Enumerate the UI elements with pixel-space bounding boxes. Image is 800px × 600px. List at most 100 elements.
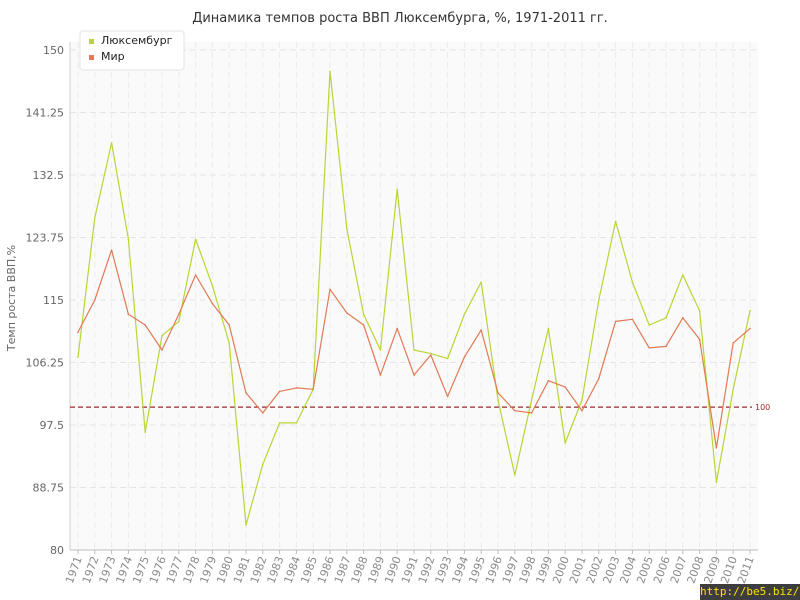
data-point [480,281,483,283]
data-point [161,334,163,337]
data-point [178,320,180,323]
legend: Люксембург Мир [79,30,185,71]
data-point [715,447,718,449]
data-point [94,299,96,301]
data-point [648,324,650,326]
data-point [346,227,348,230]
data-point [362,324,365,326]
data-point [749,327,751,330]
y-tick-label: 150 [43,44,64,57]
data-point [564,442,566,444]
data-point [295,422,298,424]
data-point [530,412,533,414]
series-group [77,70,751,526]
data-point [161,349,163,351]
data-point [631,281,634,283]
data-point [698,309,701,312]
data-point [581,409,583,412]
data-point [77,356,79,358]
data-point [396,327,399,330]
data-point [514,409,516,412]
data-point [749,309,751,312]
data-point [329,288,331,291]
y-tick-label: 97.5 [40,419,65,432]
data-point [514,474,516,476]
data-point [178,313,180,316]
data-point [245,392,247,394]
data-point [530,399,533,401]
data-point [463,313,466,316]
data-point [682,274,684,276]
data-point [614,320,617,323]
data-point [480,329,483,331]
y-tick-label: 106.25 [26,357,65,370]
data-point [312,388,315,391]
data-point [598,377,600,380]
data-point [110,142,113,144]
data-point [194,238,197,241]
data-point [228,342,230,344]
data-point [262,412,264,414]
data-point [581,399,583,401]
data-point [463,356,466,358]
reference-line-group: 100 [70,403,770,412]
data-point [732,388,734,391]
data-point [362,313,365,316]
data-point [413,374,415,376]
data-point [379,349,382,351]
data-point [497,399,499,401]
data-point [396,188,399,191]
reference-line-label: 100 [755,403,770,412]
data-point [547,327,550,330]
data-point [329,70,331,73]
chart-title: Динамика темпов роста ВВП Люксембурга, %… [192,11,608,26]
data-point [614,220,617,223]
legend-label: Люксембург [101,34,173,47]
data-point [564,386,566,388]
data-point [682,317,684,319]
legend-swatch [89,39,94,44]
data-point [631,318,634,321]
data-point [732,342,734,344]
data-point [715,481,718,483]
data-point [665,317,667,319]
data-point [278,390,281,393]
legend-swatch [89,55,94,60]
data-point [127,238,130,241]
data-point [698,338,701,341]
data-point [127,313,130,316]
data-point [110,249,113,251]
data-point [144,324,146,326]
x-axis-ticks: 1971197219731974197519761977197819791980… [63,550,757,585]
data-point [245,524,247,526]
data-point [497,392,499,394]
y-tick-label: 80 [50,544,64,557]
y-axis-ticks: 80 88.75 97.5 106.25 115 123.75 132.5 141.25 150 [26,44,65,557]
data-point [194,274,197,276]
legend-label: Мир [101,50,125,63]
data-point [295,387,298,389]
data-point [547,379,550,382]
watermark: http://be5.biz/ [700,584,800,600]
data-point [430,354,432,356]
legend-box [79,30,185,71]
data-point [379,374,382,376]
y-tick-label: 115 [43,294,64,307]
grid-lines [70,42,758,551]
data-point [648,347,650,349]
data-point [262,463,264,466]
data-point [598,299,600,301]
y-tick-label: 132.5 [33,169,65,182]
data-point [211,284,214,287]
data-point [413,349,415,351]
data-point [346,312,348,314]
data-point [446,395,449,398]
data-point [94,217,96,219]
data-point [665,345,667,348]
data-point [77,331,79,333]
y-tick-label: 88.75 [33,482,65,495]
y-tick-label: 123.75 [26,232,65,245]
data-point [144,431,146,433]
data-point [430,352,432,355]
